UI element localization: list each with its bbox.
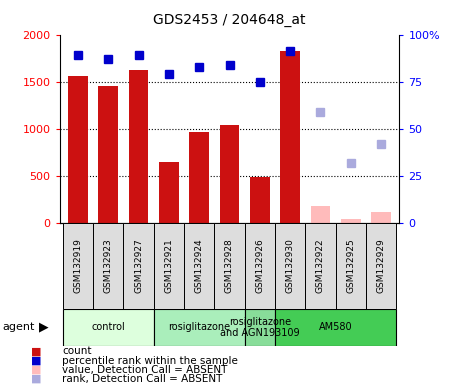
Bar bbox=[305, 223, 336, 309]
Bar bbox=[93, 223, 123, 309]
Bar bbox=[371, 212, 391, 223]
Bar bbox=[245, 223, 275, 309]
Text: GSM132928: GSM132928 bbox=[225, 238, 234, 293]
Bar bbox=[154, 309, 245, 346]
Text: value, Detection Call = ABSENT: value, Detection Call = ABSENT bbox=[62, 365, 227, 375]
Bar bbox=[336, 223, 366, 309]
Bar bbox=[275, 223, 305, 309]
Text: rosiglitazone: rosiglitazone bbox=[168, 322, 230, 333]
Bar bbox=[63, 223, 93, 309]
Bar bbox=[123, 223, 154, 309]
Bar bbox=[245, 309, 275, 346]
Bar bbox=[280, 51, 300, 223]
Text: ■: ■ bbox=[32, 374, 42, 384]
Bar bbox=[189, 132, 209, 223]
Text: count: count bbox=[62, 346, 91, 356]
Text: GSM132921: GSM132921 bbox=[164, 238, 174, 293]
Bar bbox=[250, 177, 270, 223]
Bar bbox=[63, 309, 154, 346]
Bar bbox=[154, 223, 184, 309]
Bar bbox=[220, 125, 239, 223]
Text: GSM132923: GSM132923 bbox=[104, 238, 113, 293]
Bar bbox=[275, 309, 396, 346]
Text: GSM132926: GSM132926 bbox=[255, 238, 264, 293]
Text: rank, Detection Call = ABSENT: rank, Detection Call = ABSENT bbox=[62, 374, 222, 384]
Bar bbox=[341, 219, 361, 223]
Bar bbox=[184, 223, 214, 309]
Text: rosiglitazone
and AGN193109: rosiglitazone and AGN193109 bbox=[220, 316, 300, 338]
Text: GSM132929: GSM132929 bbox=[377, 238, 386, 293]
Text: agent: agent bbox=[2, 322, 35, 333]
Text: GSM132922: GSM132922 bbox=[316, 238, 325, 293]
Bar bbox=[311, 206, 330, 223]
Text: ■: ■ bbox=[32, 346, 42, 356]
Text: control: control bbox=[91, 322, 125, 333]
Bar bbox=[129, 70, 148, 223]
Text: ■: ■ bbox=[32, 356, 42, 366]
Text: GSM132925: GSM132925 bbox=[346, 238, 355, 293]
Bar bbox=[366, 223, 396, 309]
Text: GSM132927: GSM132927 bbox=[134, 238, 143, 293]
Bar bbox=[68, 76, 88, 223]
Bar bbox=[159, 162, 179, 223]
Text: GSM132919: GSM132919 bbox=[73, 238, 82, 293]
Text: GSM132924: GSM132924 bbox=[195, 238, 204, 293]
Bar bbox=[98, 86, 118, 223]
Text: AM580: AM580 bbox=[319, 322, 353, 333]
Text: percentile rank within the sample: percentile rank within the sample bbox=[62, 356, 238, 366]
Text: GDS2453 / 204648_at: GDS2453 / 204648_at bbox=[153, 13, 306, 27]
Text: GSM132930: GSM132930 bbox=[285, 238, 295, 293]
Text: ■: ■ bbox=[32, 365, 42, 375]
Text: ▶: ▶ bbox=[39, 321, 49, 334]
Bar bbox=[214, 223, 245, 309]
